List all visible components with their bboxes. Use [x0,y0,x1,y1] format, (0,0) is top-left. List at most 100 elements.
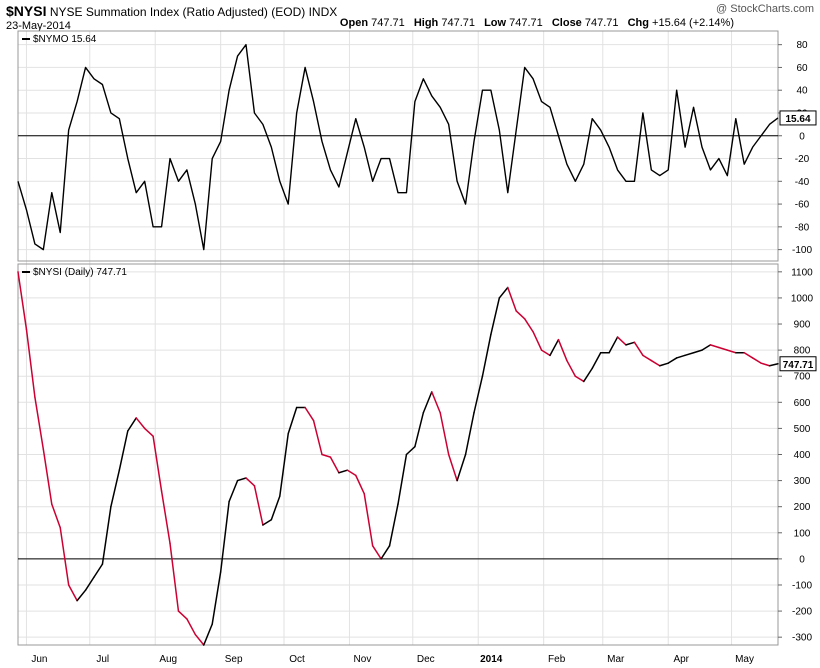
y-tick-label: 0 [799,554,805,565]
nysi-segment [718,346,729,351]
chart-date: 23-May-2014 [6,20,71,32]
panel-frame [17,30,779,262]
low-value: 747.71 [509,17,543,29]
nysi-segment [473,375,484,414]
nysi-segment [498,286,509,299]
nysi-segment [583,367,593,383]
nysi-segment [659,362,669,367]
grid [18,31,778,645]
exchange: INDX [308,5,338,19]
last-value-frame [779,110,817,126]
last-value-frame [779,356,817,372]
y-tick-label: 600 [794,398,811,409]
nysi-segment [321,453,332,458]
nysi-segment [279,432,289,498]
nymo-line [17,43,779,251]
y-tick-label: -80 [795,222,810,233]
nysi-segment [667,357,678,364]
y-tick-label: -40 [795,177,810,188]
nysi-segment [219,500,230,573]
symbol: $NYSI [6,3,47,19]
nysi-segment [262,518,273,526]
nysi-segment [701,344,712,351]
y-tick-label: 40 [796,86,808,97]
chg-value: +15.64 (+2.14%) [652,17,734,29]
x-tick-label: Oct [289,654,305,665]
last-value-label: 15.64 [785,114,810,125]
chg-label: Chg [627,17,649,29]
nysi-segment [127,417,137,432]
legend-label: $NYSI (Daily) 747.71 [33,267,127,278]
nysi-segment [67,584,78,602]
nymo-panel: $NYMO 15.64 [17,30,779,262]
nysi-segment [650,359,661,367]
y-tick-label: -20 [795,154,810,165]
nysi-segment [456,453,467,482]
nysi-segment [388,503,399,547]
nysi-segment [447,453,458,482]
nysi-panel: $NYSI (Daily) 747.71 [17,263,779,646]
nysi-segment [464,411,475,456]
nysi-segment [135,417,146,430]
nysi-segment [287,406,298,435]
nysi-segment [84,576,95,591]
x-tick-label: Feb [548,654,566,665]
nysi-segment [304,406,315,422]
nysi-segment [625,341,636,346]
open-value: 747.71 [371,17,405,29]
nysi-segment [203,623,213,646]
legend: $NYMO 15.64 [22,34,97,45]
y-tick-label: 60 [796,63,808,74]
y-tick-label: 800 [794,346,811,357]
x-tick-label: 2014 [480,654,503,665]
nysi-segment [532,331,543,351]
nysi-segment [380,545,391,560]
nysi-segment [346,469,357,477]
nysi-segment [616,336,627,346]
y-tick-label: 300 [794,476,811,487]
chart-header: $NYSI NYSE Summation Index (Ratio Adjust… [6,3,338,32]
nysi-segment [709,344,720,349]
nysi-segment [329,456,340,474]
nysi-segment [355,474,365,495]
nysi-segment [768,363,779,367]
x-tick-label: Nov [354,654,372,665]
nysi-segment [751,357,762,364]
nysi-segment [312,419,323,456]
nysi-segment [338,469,349,474]
nysi-segment [253,485,264,526]
nysi-segment [186,618,197,636]
nysi-segment [118,430,129,471]
y-tick-label: 700 [794,372,811,383]
nysi-segment [523,318,534,333]
nysi-segment [270,495,281,521]
nysi-segment [608,336,619,354]
nysi-segment [481,333,492,377]
nysi-segment [59,526,70,586]
x-tick-label: Aug [159,654,177,665]
nysi-segment [414,411,425,448]
x-tick-label: Jun [31,654,47,665]
high-value: 747.71 [441,17,475,29]
nysi-segment [760,362,771,367]
high-label: High [413,17,439,29]
last-value-label: 747.71 [783,360,814,371]
nysi-segment [169,542,180,612]
y-tick-label: -60 [795,200,810,211]
y-tick-label: 200 [794,502,811,513]
x-tick-label: Mar [607,654,625,665]
nysi-segment [397,453,408,505]
nysi-segment [684,351,695,357]
nysi-segment [42,448,53,505]
x-tick-label: Sep [225,654,243,665]
low-label: Low [484,17,507,29]
nysi-segment [371,545,382,560]
last-value-box: 747.71 [779,356,817,372]
nysi-segment [194,633,205,646]
y-tick-label: 500 [794,424,811,435]
nysi-segment [439,411,450,456]
nysi-segment [25,328,36,398]
nysi-segment [245,477,256,487]
nysi-segment [76,589,87,602]
watermark: @ StockCharts.com [716,3,814,15]
